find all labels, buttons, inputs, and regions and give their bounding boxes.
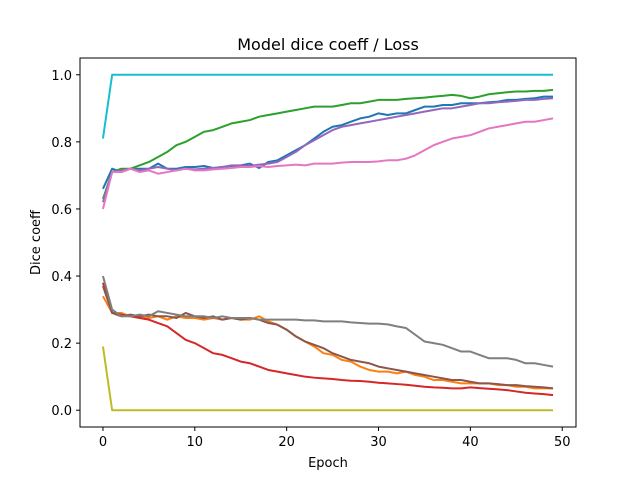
x-axis-label: Epoch [308,456,348,471]
x-tick-label: 20 [278,435,295,450]
y-tick-label: 0.6 [51,203,72,218]
y-axis-label: Dice coeff [29,209,44,275]
series-line-3 [102,88,554,200]
y-tick-label: 0.0 [51,404,72,419]
y-tick-label: 0.4 [51,270,72,285]
x-tick-label: 40 [462,435,479,450]
plot-frame [79,57,577,428]
y-tick-label: 0.2 [51,337,72,352]
series-line-9 [101,346,554,412]
x-tick-label: 0 [99,435,107,450]
x-tick-label: 30 [370,435,387,450]
series-line-7 [101,117,554,210]
series-line-4 [102,282,554,397]
y-tick-label: 0.8 [51,136,72,151]
x-tick-label: 10 [187,435,204,450]
chart-title: Model dice coeff / Loss [237,35,419,54]
series-line-6 [102,285,554,390]
y-tick-label: 1.0 [51,69,72,84]
series-layer [101,73,554,412]
x-axis: 0 10 20 30 40 50 [99,427,571,450]
series-line-8 [101,275,554,368]
x-tick-label: 50 [554,435,571,450]
series-line-10 [101,73,554,139]
y-axis: 0.0 0.2 0.4 0.6 0.8 1.0 [51,69,80,419]
